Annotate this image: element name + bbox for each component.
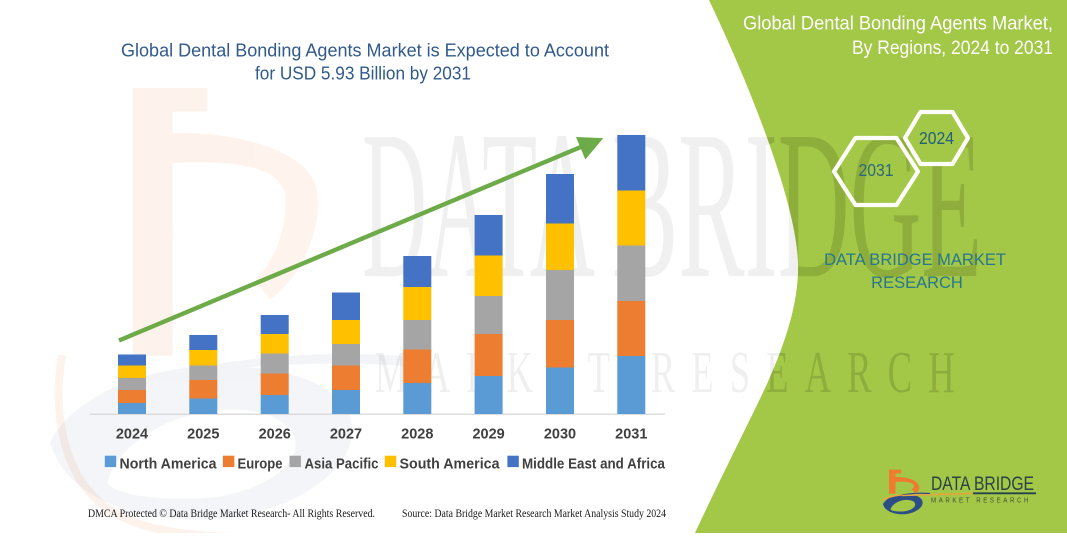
svg-text:2028: 2028: [401, 427, 433, 443]
svg-text:2026: 2026: [259, 427, 291, 443]
svg-text:2024: 2024: [919, 128, 954, 148]
svg-text:2031: 2031: [859, 160, 894, 180]
svg-text:Europe: Europe: [238, 457, 283, 473]
svg-text:North America: North America: [120, 457, 218, 473]
svg-text:for USD 5.93 Billion by 2031: for USD 5.93 Billion by 2031: [255, 62, 471, 83]
svg-text:By Regions, 2024 to 2031: By Regions, 2024 to 2031: [852, 37, 1053, 59]
svg-text:DATA BRIDGE MARKET: DATA BRIDGE MARKET: [824, 251, 1006, 269]
svg-text:RESEARCH: RESEARCH: [871, 274, 963, 292]
svg-text:2031: 2031: [615, 427, 647, 443]
svg-text:Middle East and Africa: Middle East and Africa: [522, 457, 666, 473]
svg-text:MARKET RESEARCH: MARKET RESEARCH: [931, 495, 1031, 504]
svg-text:Asia Pacific: Asia Pacific: [305, 457, 379, 473]
svg-text:Source: Data Bridge Market Res: Source: Data Bridge Market Research Mark…: [402, 506, 666, 520]
svg-text:2025: 2025: [187, 427, 219, 443]
svg-text:Global Dental Bonding Agents M: Global Dental Bonding Agents Market is E…: [121, 40, 610, 61]
svg-text:2030: 2030: [544, 427, 576, 443]
svg-text:2027: 2027: [330, 427, 362, 443]
svg-text:2024: 2024: [116, 427, 148, 443]
svg-text:DATA BRIDGE: DATA BRIDGE: [931, 474, 1034, 495]
svg-text:2029: 2029: [472, 427, 504, 443]
svg-text:DMCA Protected © Data Bridge M: DMCA Protected © Data Bridge Market Rese…: [88, 506, 375, 520]
svg-text:Global Dental Bonding Agents M: Global Dental Bonding Agents Market,: [743, 13, 1053, 35]
svg-text:MARKET RESEARCH: MARKET RESEARCH: [375, 339, 971, 405]
svg-text:South America: South America: [400, 457, 501, 473]
